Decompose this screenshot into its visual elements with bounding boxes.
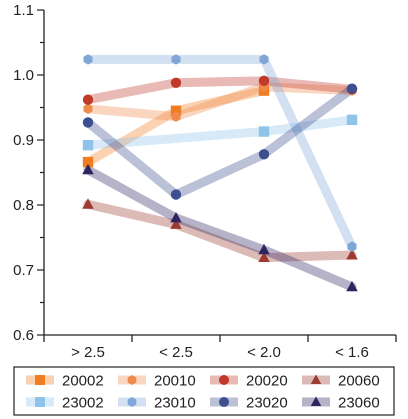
legend-label-23010: 23010: [154, 395, 196, 412]
data-point-23010: [347, 241, 357, 252]
legend-label-20002: 20002: [62, 373, 104, 390]
y-tick-label: 0.9: [13, 132, 34, 149]
series-lines: [83, 54, 357, 292]
data-point-23020: [346, 83, 358, 94]
data-point-23060: [82, 163, 94, 175]
legend-marker-20002: [35, 375, 45, 385]
data-point-20002: [170, 105, 182, 116]
data-point-20060: [82, 198, 94, 209]
legend-marker-23060: [310, 396, 322, 406]
data-point-23010: [259, 54, 269, 65]
data-point-23060: [258, 243, 270, 255]
y-tick-label: 1.1: [13, 2, 34, 19]
data-point-20020: [258, 75, 270, 87]
legend-marker-23010: [127, 397, 137, 407]
data-point-20060: [170, 218, 182, 229]
x-tick-label: < 1.6: [335, 344, 369, 361]
data-point-23002: [82, 140, 94, 151]
legend-marker-20010: [127, 375, 137, 385]
series-line-23010: [83, 54, 357, 252]
series-line-23020: [83, 84, 357, 200]
x-tick-label: < 2.0: [247, 344, 281, 361]
data-point-23002: [346, 114, 358, 126]
series-line-20002: [83, 86, 269, 167]
legend-label-20060: 20060: [338, 373, 380, 390]
data-point-20010: [83, 103, 93, 114]
y-tick-label: 1.0: [13, 67, 34, 84]
legend-marker-23002: [35, 397, 45, 407]
series-line-20020: [83, 76, 357, 105]
series-line-23060: [83, 165, 357, 292]
data-point-20020: [170, 77, 182, 89]
legend-marker-20060: [310, 374, 322, 384]
data-point-20002: [82, 156, 94, 168]
legend-marker-20020: [219, 375, 229, 385]
data-point-20020: [82, 94, 94, 105]
data-point-23020: [170, 189, 182, 200]
y-tick-label: 0.7: [13, 262, 34, 279]
legend-marker-23020: [219, 397, 229, 407]
data-point-23060: [346, 280, 358, 292]
legend-label-23002: 23002: [62, 395, 104, 412]
x-tick-label: < 2.5: [159, 344, 193, 361]
data-point-20060: [258, 251, 270, 263]
legend-label-20010: 20010: [154, 373, 196, 390]
legend-label-23020: 23020: [246, 395, 288, 412]
data-point-23060: [170, 211, 182, 223]
data-point-20060: [346, 249, 358, 260]
series-markers: [82, 54, 358, 292]
data-point-23010: [171, 54, 181, 65]
legend-label-23060: 23060: [338, 395, 380, 412]
data-point-23020: [258, 149, 270, 160]
y-tick-label: 0.8: [13, 197, 34, 214]
y-tick-labels: 0.6 0.7 0.8 0.9 1.0 1.1: [13, 2, 44, 344]
data-point-23010: [83, 54, 93, 65]
legend-label-20020: 20020: [246, 373, 288, 390]
y-tick-label: 0.6: [13, 327, 34, 344]
legend: 20002 20010 20020 20060 23002 23010 23020 23060: [13, 366, 395, 416]
data-point-20010: [171, 111, 181, 122]
data-point-23002: [258, 126, 270, 137]
data-point-23020: [82, 117, 94, 128]
series-line-20060: [83, 199, 357, 263]
x-tick-label: > 2.5: [71, 344, 105, 361]
legend-box: [13, 366, 395, 416]
x-tick-labels: > 2.5 < 2.5 < 2.0 < 1.6: [71, 344, 369, 361]
series-line-20010: [83, 82, 357, 122]
